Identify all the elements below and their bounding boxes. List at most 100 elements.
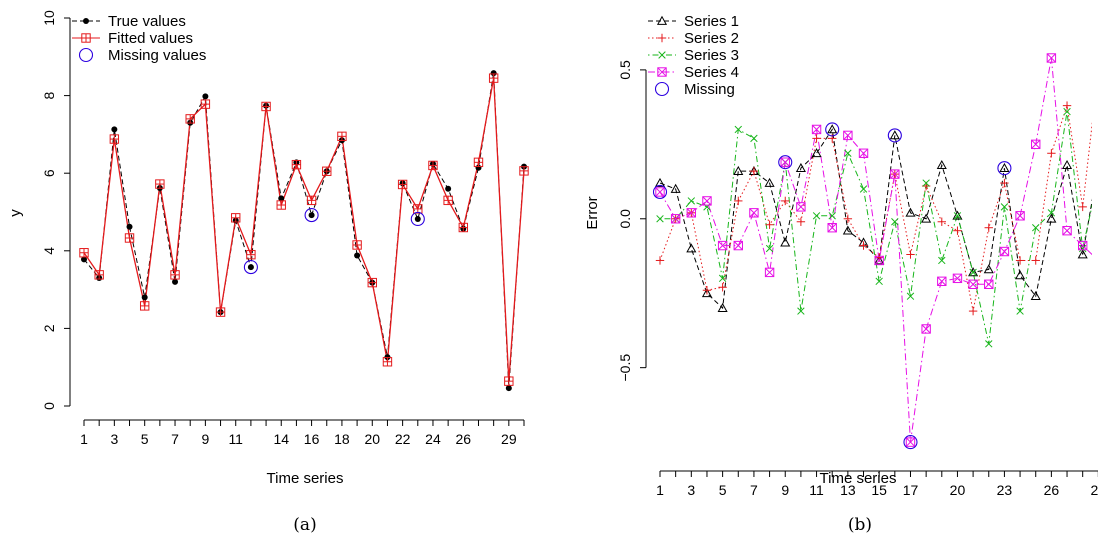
panel-a-series-2-point	[474, 158, 482, 166]
panel-a-legend-entry-3-marker-ring	[80, 49, 93, 62]
panel-a-series-2-point	[383, 358, 391, 366]
panel-b-series-4-point-stroke	[1094, 256, 1098, 264]
panel-a-series-1-point	[309, 212, 315, 218]
panel-b-x-tick-label: 29	[1091, 482, 1098, 498]
panel-a-series-1-point-dot	[248, 264, 254, 270]
panel-b-x-tick-label: 20	[950, 482, 966, 498]
panel-a-markers	[80, 70, 528, 391]
panel-b-series-2-point	[656, 256, 664, 264]
panel-a-legend-entry-1-marker	[83, 18, 89, 24]
panel-a-x-tick-label: 7	[171, 431, 179, 447]
panel-a-series-1-point-dot	[445, 186, 451, 192]
panel-b-x-tick-label: 23	[997, 482, 1013, 498]
panel-b-x-tick-label: 17	[903, 482, 919, 498]
panel-b-legend-entry-5-marker	[656, 83, 669, 96]
panel-a-series-1-point	[415, 216, 421, 222]
panel-a-series-2-point	[489, 74, 497, 82]
panel-a-series-2-point	[338, 132, 346, 140]
panel-b-series-3-point	[813, 212, 820, 219]
panel-a-series-2-point	[353, 241, 361, 249]
panel-a-series-2-point	[368, 278, 376, 286]
panel-a-series-1-point	[248, 264, 254, 270]
panel-a-x-tick-label: 29	[501, 431, 517, 447]
panel-b-chart: −0.50.00.5135791113151720232629 Series 1…	[584, 13, 1098, 535]
panel-a-series-2-point	[216, 308, 224, 316]
panel-a-series-2-point	[277, 201, 285, 209]
panel-b-legend-entry-3-label: Series 3	[684, 47, 739, 64]
panel-b-series-4-point	[938, 277, 946, 285]
panel-a-legend-entry-3-label: Missing values	[108, 47, 206, 64]
panel-b-series-2-point	[1078, 203, 1086, 211]
panel-a-x-tick-label: 26	[456, 431, 472, 447]
panel-a-y-tick-label: 8	[41, 91, 57, 99]
panel-b-y-axis-label: Error	[584, 196, 601, 229]
panel-b-series-4-point	[1032, 140, 1040, 148]
panel-a-y-tick-label: 4	[41, 247, 57, 255]
panel-a-series-1-point	[172, 279, 178, 285]
panel-b-series-4-point	[797, 203, 805, 211]
panel-a-y-tick-label: 2	[41, 324, 57, 332]
panel-b-series-2-point	[781, 197, 789, 205]
panel-a-y-tick-label: 6	[41, 169, 57, 177]
panel-b-series-4-point	[1094, 256, 1098, 264]
panel-b-series-2-point	[938, 218, 946, 226]
panel-b-series-2-point	[1032, 256, 1040, 264]
panel-a-legend-entry-1-marker-dot	[83, 18, 89, 24]
panel-a-series-2-point	[398, 180, 406, 188]
panel-b-legend-entry-5-label: Missing	[684, 81, 735, 98]
panel-a-series-1-point	[111, 126, 117, 132]
panel-b-series-2-point	[906, 250, 914, 258]
panel-a-caption: (a)	[293, 515, 316, 535]
panel-b-series-1-point	[1094, 161, 1098, 169]
panel-b-legend-entry-4-label: Series 4	[684, 64, 739, 81]
panel-b-series-2-point	[703, 286, 711, 294]
panel-b-series-2-point	[812, 134, 820, 142]
panel-b-x-tick-label: 3	[687, 482, 695, 498]
panel-b-series-2-point	[844, 215, 852, 223]
panel-b-x-tick-label: 5	[719, 482, 727, 498]
panel-b-legend-entry-3-marker	[659, 52, 666, 59]
panel-b-series-4-point	[985, 280, 993, 288]
panel-b-legend-entry-2-marker	[658, 34, 666, 42]
panel-b-y-tick-label: 0.0	[617, 209, 633, 229]
panel-b-series-3-point	[657, 215, 664, 222]
panel-b-series-4-point	[750, 209, 758, 217]
panel-a-x-tick-label: 14	[273, 431, 289, 447]
panel-b-series-4-point	[656, 188, 664, 196]
panel-a-x-axis-label: Time series	[267, 470, 344, 487]
panel-b-series-1-point	[781, 238, 789, 246]
panel-b-legend-entry-5-marker-ring	[656, 83, 669, 96]
panel-a-y-tick-label: 0	[41, 402, 57, 410]
panel-b-axes: −0.50.00.5135791113151720232629	[617, 60, 1098, 498]
panel-a-series-2-point	[444, 196, 452, 204]
panel-a-series-2-point	[323, 167, 331, 175]
panel-b-series-1-point-tri	[781, 238, 789, 246]
panel-a-x-tick-label: 20	[364, 431, 380, 447]
panel-b-series-4-point	[1000, 247, 1008, 255]
panel-a-series-1-line	[84, 73, 524, 388]
panel-a-series-2-point	[414, 205, 422, 213]
panel-a-series-2-point	[292, 160, 300, 168]
panel-b-series-4-point	[953, 274, 961, 282]
panel-a-x-tick-label: 5	[141, 431, 149, 447]
panel-a-series-2-point	[125, 234, 133, 242]
panel-b-series-2-point	[859, 241, 867, 249]
panel-a-series-1-point-dot	[111, 126, 117, 132]
panel-b-legend-entry-2-label: Series 2	[684, 30, 739, 47]
panel-a-series-1-point	[445, 186, 451, 192]
panel-b-series-4-point	[765, 268, 773, 276]
panel-a-series-1-point-dot	[172, 279, 178, 285]
panel-a-series-1-point-dot	[309, 212, 315, 218]
panel-b-series-4-point	[1016, 212, 1024, 220]
panel-b-series-3-point	[751, 135, 758, 142]
panel-a-legend-entry-3-marker	[80, 49, 93, 62]
panel-a-x-tick-label: 16	[304, 431, 320, 447]
panel-a-series-1-point-dot	[142, 294, 148, 300]
panel-b-x-tick-label: 9	[781, 482, 789, 498]
panel-a-x-tick-label: 3	[110, 431, 118, 447]
panel-b-series-2-point	[985, 224, 993, 232]
